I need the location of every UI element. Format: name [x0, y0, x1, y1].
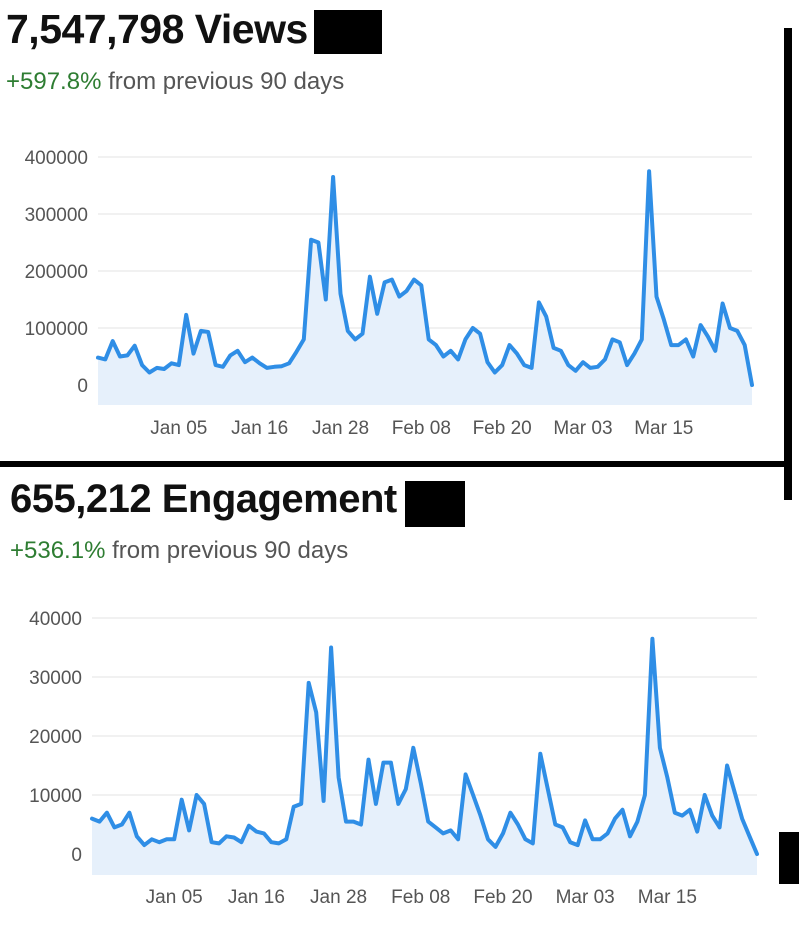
- edge-bar: [784, 28, 792, 500]
- engagement-change-percent: +536.1%: [10, 537, 106, 564]
- views-x-tick-label: Jan 05: [150, 418, 207, 439]
- engagement-headline: 655,212 Engagement: [10, 477, 465, 527]
- engagement-x-tick-label: Feb 08: [391, 887, 450, 908]
- engagement-change-text: from previous 90 days: [105, 537, 349, 564]
- views-x-tick-label: Jan 16: [231, 418, 288, 439]
- engagement-y-tick-label: 30000: [29, 668, 82, 689]
- engagement-chart: 0 10000 20000 30000 40000 Jan 05 Jan 16 Jan 28 F…: [29, 609, 759, 908]
- views-y-tick-label: 300000: [25, 205, 88, 226]
- views-x-tick-label: Mar 15: [634, 418, 693, 439]
- views-series-line: [96, 169, 754, 387]
- views-panel: 7,547,798 Views +597.8% from previous 90…: [0, 0, 812, 465]
- engagement-total: 655,212 Engagement: [10, 477, 397, 521]
- views-x-tick-label: Feb 20: [473, 418, 532, 439]
- engagement-y-tick-label: 20000: [29, 727, 82, 748]
- panel-divider: [0, 461, 790, 467]
- engagement-y-tick-label: 10000: [29, 786, 82, 807]
- views-y-tick-label: 200000: [25, 262, 88, 283]
- engagement-baseline-band: [92, 854, 757, 875]
- engagement-x-tick-label: Jan 28: [310, 887, 367, 908]
- views-y-tick-label: 100000: [25, 319, 88, 340]
- engagement-y-tick-label: 40000: [29, 609, 82, 630]
- redaction-block: [404, 481, 465, 527]
- views-baseline-band: [98, 385, 752, 405]
- engagement-x-tick-label: Jan 16: [228, 887, 285, 908]
- views-change-text: from previous 90 days: [101, 68, 345, 95]
- views-area: [98, 171, 752, 385]
- views-y-tick-label: 0: [77, 376, 88, 397]
- engagement-series-line: [90, 636, 759, 856]
- views-change: +597.8% from previous 90 days: [6, 68, 344, 96]
- views-headline: 7,547,798 Views: [6, 6, 382, 54]
- engagement-x-tick-label: Mar 03: [556, 887, 615, 908]
- views-chart: 0 100000 200000 300000 400000 Jan 05 Jan 16 Jan…: [25, 148, 754, 439]
- views-change-percent: +597.8%: [6, 68, 102, 95]
- views-total: 7,547,798 Views: [6, 6, 308, 52]
- engagement-change: +536.1% from previous 90 days: [10, 537, 348, 565]
- engagement-x-tick-label: Mar 15: [638, 887, 697, 908]
- views-x-tick-label: Mar 03: [553, 418, 612, 439]
- engagement-y-tick-label: 0: [71, 845, 82, 866]
- engagement-x-tick-label: Feb 20: [473, 887, 532, 908]
- views-y-tick-label: 400000: [25, 148, 88, 169]
- redaction-block: [313, 10, 382, 54]
- views-x-tick-label: Jan 28: [312, 418, 369, 439]
- engagement-x-tick-label: Jan 05: [146, 887, 203, 908]
- engagement-panel: 655,212 Engagement +536.1% from previous…: [0, 465, 812, 942]
- views-x-tick-label: Feb 08: [392, 418, 451, 439]
- redaction-block: [779, 832, 799, 884]
